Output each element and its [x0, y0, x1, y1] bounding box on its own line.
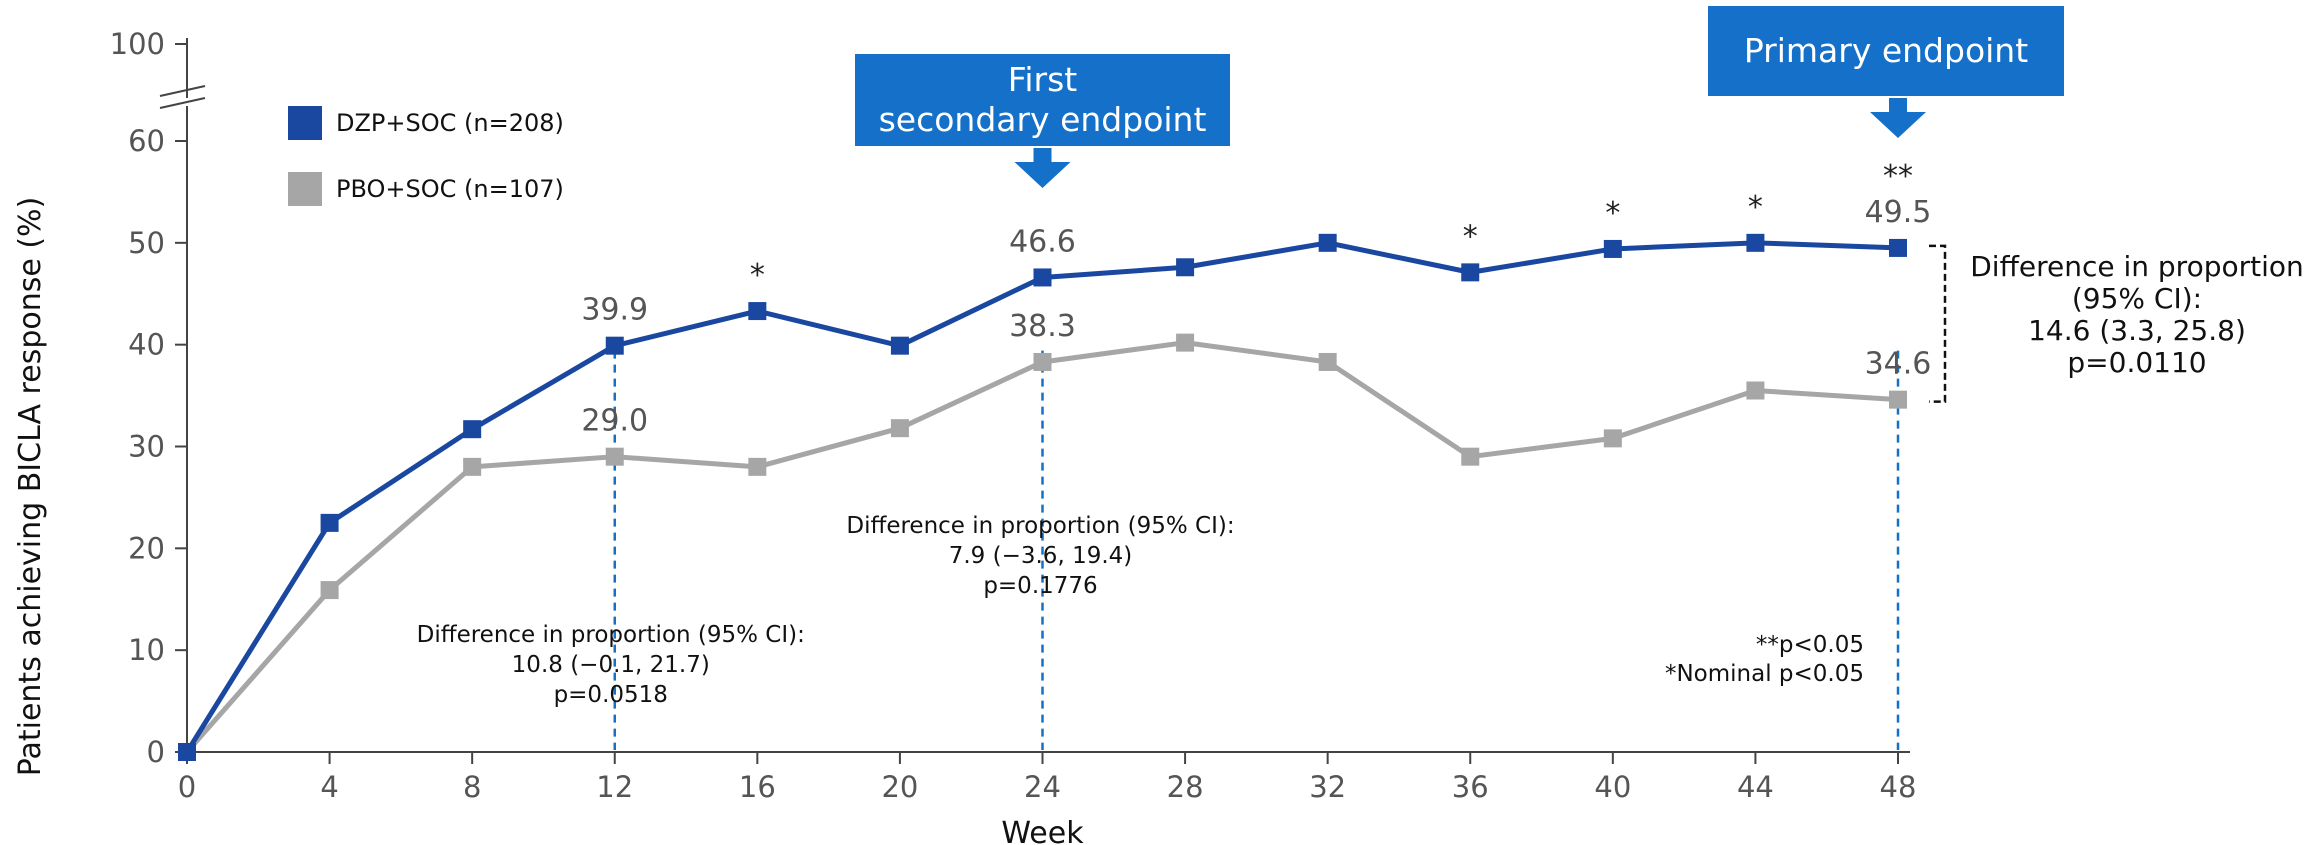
x-tick-label: 32 [1309, 770, 1346, 804]
data-point-pbo [1461, 447, 1480, 466]
y-tick-label: 40 [128, 328, 165, 362]
x-tick-label: 48 [1880, 770, 1917, 804]
value-label: 29.0 [581, 404, 648, 439]
callout-label: First [1008, 60, 1078, 99]
significance-mark: ** [1883, 159, 1913, 194]
difference-annotation-week48: (95% CI): [2072, 282, 2202, 315]
data-point-dzp [1318, 233, 1337, 252]
x-tick-label: 0 [178, 770, 196, 804]
value-label: 39.9 [581, 293, 648, 328]
data-point-pbo [1176, 333, 1195, 352]
difference-annotation-week12: p=0.0518 [554, 682, 668, 708]
y-tick-label: 0 [147, 735, 165, 769]
significance-mark: * [750, 258, 765, 293]
x-tick-label: 28 [1167, 770, 1204, 804]
x-tick-label: 40 [1594, 770, 1631, 804]
data-point-pbo [463, 457, 482, 476]
data-point-pbo [890, 419, 909, 438]
significance-footnote: *Nominal p<0.05 [1665, 661, 1864, 687]
data-point-dzp [1746, 233, 1765, 252]
data-point-dzp [1461, 263, 1480, 282]
difference-annotation-week12: 10.8 (−0.1, 21.7) [512, 652, 710, 678]
y-tick-label: 20 [128, 531, 165, 565]
data-point-dzp [605, 336, 624, 355]
x-tick-label: 24 [1024, 770, 1061, 804]
x-axis-title: Week [1001, 816, 1084, 845]
data-point-pbo [320, 581, 339, 600]
y-tick-label: 10 [128, 633, 165, 667]
significance-mark: * [1748, 190, 1763, 225]
value-label: 46.6 [1009, 224, 1076, 259]
axis-break-mark [159, 97, 206, 109]
difference-annotation-week48: p=0.0110 [2067, 346, 2206, 379]
y-tick-label: 30 [128, 430, 165, 464]
significance-mark: * [1605, 196, 1620, 231]
reference-lines [613, 350, 1900, 750]
difference-annotation-week24: p=0.1776 [983, 573, 1097, 599]
data-point-pbo [1746, 381, 1765, 400]
x-tick-label: 12 [596, 770, 633, 804]
difference-annotation-week12: Difference in proportion (95% CI): [417, 622, 805, 648]
data-point-dzp [320, 513, 339, 532]
legend-swatch [288, 106, 322, 140]
callout-label: Primary endpoint [1744, 31, 2028, 70]
data-point-dzp [1176, 258, 1195, 277]
value-label: 34.6 [1865, 347, 1932, 382]
x-tick-label: 20 [881, 770, 918, 804]
data-point-dzp [1603, 239, 1622, 258]
data-point-dzp [748, 302, 767, 321]
data-point-pbo [1603, 429, 1622, 448]
difference-annotation-week24: 7.9 (−3.6, 19.4) [949, 543, 1133, 569]
callout-box [1708, 6, 2064, 96]
y-tick-label: 50 [128, 226, 165, 260]
callout-box [855, 54, 1230, 146]
legend-swatch [288, 172, 322, 206]
x-tick-label: 4 [320, 770, 338, 804]
axis-break-mark [159, 85, 206, 97]
data-point-dzp [178, 743, 196, 761]
significance-footnote: **p<0.05 [1756, 632, 1864, 658]
data-point-dzp [1033, 268, 1052, 287]
callout-arrow [1014, 148, 1071, 188]
legend-label: PBO+SOC (n=107) [336, 175, 564, 203]
y-axis-title: Patients achieving BICLA response (%) [13, 197, 48, 777]
difference-annotation-week24: Difference in proportion (95% CI): [846, 513, 1234, 539]
callout-arrow [1870, 98, 1926, 138]
annotations: Difference in proportion (95% CI): 10.8 (… [417, 244, 2304, 708]
x-tick-label: 36 [1452, 770, 1489, 804]
data-point-dzp [1889, 238, 1907, 257]
y-tick-label: 100 [110, 27, 165, 61]
value-label: 38.3 [1009, 309, 1076, 344]
data-point-pbo [1889, 390, 1907, 409]
difference-annotation-week48: Difference in proportion [1970, 250, 2304, 283]
difference-bracket [1929, 244, 1947, 403]
legend: DZP+SOC (n=208) PBO+SOC (n=107) [288, 106, 564, 206]
series [178, 233, 1907, 761]
x-tick-label: 44 [1737, 770, 1774, 804]
data-point-pbo [748, 457, 767, 476]
data-point-pbo [1033, 352, 1052, 371]
data-labels: 39.929.046.638.349.534.6*** *** [581, 159, 1931, 439]
x-tick-label: 16 [739, 770, 776, 804]
value-label: 49.5 [1865, 195, 1932, 230]
significance-mark: * [1463, 219, 1478, 254]
legend-label: DZP+SOC (n=208) [336, 109, 564, 137]
difference-annotation-week48: 14.6 (3.3, 25.8) [2028, 314, 2246, 347]
data-point-dzp [890, 336, 909, 355]
x-tick-label: 8 [463, 770, 481, 804]
data-point-dzp [463, 420, 482, 439]
data-point-pbo [605, 447, 624, 466]
data-point-pbo [1318, 352, 1337, 371]
callout-label: secondary endpoint [879, 100, 1207, 139]
y-tick-label: 60 [128, 124, 165, 158]
